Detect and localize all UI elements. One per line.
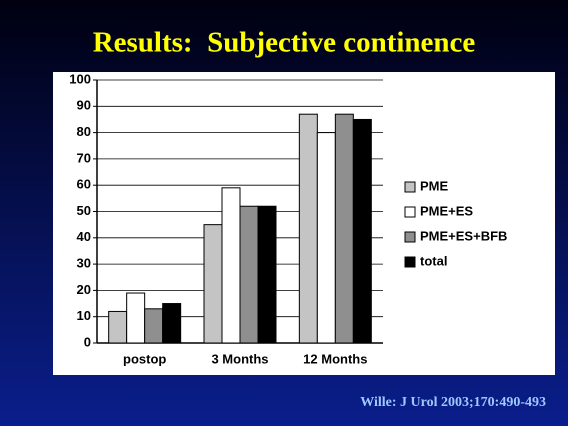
bar: [316, 132, 336, 344]
y-tick-label: 60: [77, 177, 91, 192]
y-tick-label: 40: [77, 229, 91, 244]
legend-label: PME+ES+BFB: [420, 228, 507, 243]
y-tick-label: 70: [77, 150, 91, 165]
y-tick-label: 100: [69, 71, 91, 86]
y-tick-label: 20: [77, 282, 91, 297]
x-tick-label: 12 Months: [303, 351, 367, 366]
y-tick-label: 90: [77, 98, 91, 113]
bar: [239, 205, 259, 344]
y-tick-label: 50: [77, 203, 91, 218]
bar: [108, 310, 128, 344]
slide-title: Results: Subjective continence: [93, 27, 476, 59]
legend-label: PME+ES: [420, 203, 473, 218]
x-tick-label: postop: [123, 351, 166, 366]
legend-swatch: [404, 231, 416, 243]
bar: [334, 113, 354, 344]
y-tick-label: 80: [77, 124, 91, 139]
y-tick-label: 10: [77, 308, 91, 323]
bar: [257, 205, 277, 344]
legend-swatch: [404, 206, 416, 218]
bar: [352, 118, 372, 344]
chart: 0 10 20 30 40 50 60 70 80 90 100 postop 3 Months 12 M…: [69, 71, 507, 366]
bar: [203, 224, 223, 344]
legend-swatch: [404, 256, 416, 268]
citation: Wille: J Urol 2003;170:490-493: [360, 395, 546, 410]
legend-label: total: [420, 253, 447, 268]
bar: [126, 292, 146, 344]
legend-swatch: [404, 181, 416, 193]
x-tick-label: 3 Months: [211, 351, 268, 366]
bar: [144, 308, 164, 344]
bar: [162, 303, 182, 344]
y-tick-label: 30: [77, 256, 91, 271]
bar: [298, 113, 318, 344]
y-tick-label: 0: [84, 334, 91, 349]
bar: [221, 187, 241, 344]
legend-label: PME: [420, 178, 449, 193]
